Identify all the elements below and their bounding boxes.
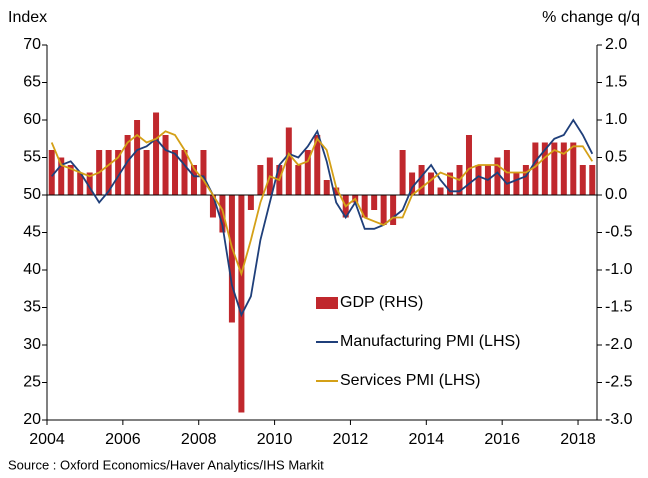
bar xyxy=(579,165,586,195)
bar xyxy=(238,195,245,413)
y2-tick-label: -2.5 xyxy=(605,374,633,391)
y-tick-label: 45 xyxy=(23,224,41,241)
x-tick-label: 2010 xyxy=(257,431,293,448)
legend-label: Manufacturing PMI (LHS) xyxy=(340,333,521,350)
y-tick-label: 70 xyxy=(23,36,41,53)
bar xyxy=(172,150,179,195)
line xyxy=(50,130,594,277)
y2-tick-label: -1.5 xyxy=(605,299,633,316)
bar xyxy=(228,195,235,323)
bar xyxy=(247,195,254,210)
y-tick-label: 60 xyxy=(23,111,41,128)
y2-tick-label: -1.0 xyxy=(605,261,633,278)
bar xyxy=(77,172,84,195)
bar xyxy=(532,142,539,195)
x-tick-label: 2004 xyxy=(29,431,65,448)
bar xyxy=(399,150,406,195)
bar xyxy=(541,142,548,195)
y2-tick-label: 1.0 xyxy=(605,111,627,128)
bar xyxy=(134,120,141,195)
bar xyxy=(475,165,482,195)
bar xyxy=(181,150,188,195)
bar xyxy=(257,165,264,195)
bar xyxy=(67,165,74,195)
x-tick-label: 2006 xyxy=(105,431,141,448)
y2-tick-label: -3.0 xyxy=(605,411,633,428)
bar xyxy=(304,150,311,195)
x-tick-label: 2016 xyxy=(484,431,520,448)
y2-tick-label: 2.0 xyxy=(605,36,627,53)
y-tick-label: 25 xyxy=(23,374,41,391)
bar xyxy=(494,157,501,195)
y2-axis-label: % change q/q xyxy=(542,9,640,26)
bar xyxy=(390,195,397,225)
line xyxy=(51,118,594,318)
bar xyxy=(371,195,378,210)
y2-tick-label: -2.0 xyxy=(605,336,633,353)
bar xyxy=(361,195,368,218)
bar xyxy=(447,172,454,195)
bar xyxy=(58,157,65,195)
bar xyxy=(418,165,425,195)
bar xyxy=(333,187,340,195)
bar xyxy=(428,172,435,195)
bar xyxy=(513,172,520,195)
bar xyxy=(323,180,330,195)
y-tick-label: 55 xyxy=(23,149,41,166)
y2-tick-label: 0.5 xyxy=(605,149,627,166)
bar xyxy=(105,150,112,195)
y2-tick-label: -0.5 xyxy=(605,224,633,241)
legend-swatch xyxy=(316,297,338,309)
bar xyxy=(560,142,567,195)
x-tick-label: 2012 xyxy=(333,431,369,448)
y-tick-label: 40 xyxy=(23,261,41,278)
bar xyxy=(48,150,55,195)
bar xyxy=(143,150,150,195)
bar xyxy=(589,165,596,195)
y-tick-label: 35 xyxy=(23,299,41,316)
x-tick-label: 2018 xyxy=(560,431,596,448)
y-axis-label: Index xyxy=(8,9,47,26)
y-tick-label: 50 xyxy=(23,186,41,203)
x-tick-label: 2014 xyxy=(409,431,445,448)
y-tick-label: 20 xyxy=(23,411,41,428)
bar xyxy=(295,165,302,195)
bar xyxy=(551,142,558,195)
bar xyxy=(437,187,444,195)
bar xyxy=(190,165,197,195)
bar xyxy=(522,165,529,195)
legend-label: GDP (RHS) xyxy=(340,294,423,311)
y-tick-label: 30 xyxy=(23,336,41,353)
bar xyxy=(380,195,387,225)
y-tick-label: 65 xyxy=(23,74,41,91)
bar xyxy=(86,172,93,195)
y2-tick-label: 1.5 xyxy=(605,74,627,91)
bar xyxy=(153,112,160,195)
bar xyxy=(124,135,131,195)
legend-label: Services PMI (LHS) xyxy=(340,372,480,389)
y2-tick-label: 0.0 xyxy=(605,186,627,203)
bar xyxy=(314,135,321,195)
bar xyxy=(200,150,207,195)
bar xyxy=(285,127,292,195)
bar xyxy=(209,195,216,218)
source: Source : Oxford Economics/Haver Analytic… xyxy=(8,457,324,472)
bar xyxy=(162,135,169,195)
bar xyxy=(465,135,472,195)
x-tick-label: 2008 xyxy=(181,431,217,448)
bar xyxy=(115,150,122,195)
bar xyxy=(570,142,577,195)
bar xyxy=(409,172,416,195)
